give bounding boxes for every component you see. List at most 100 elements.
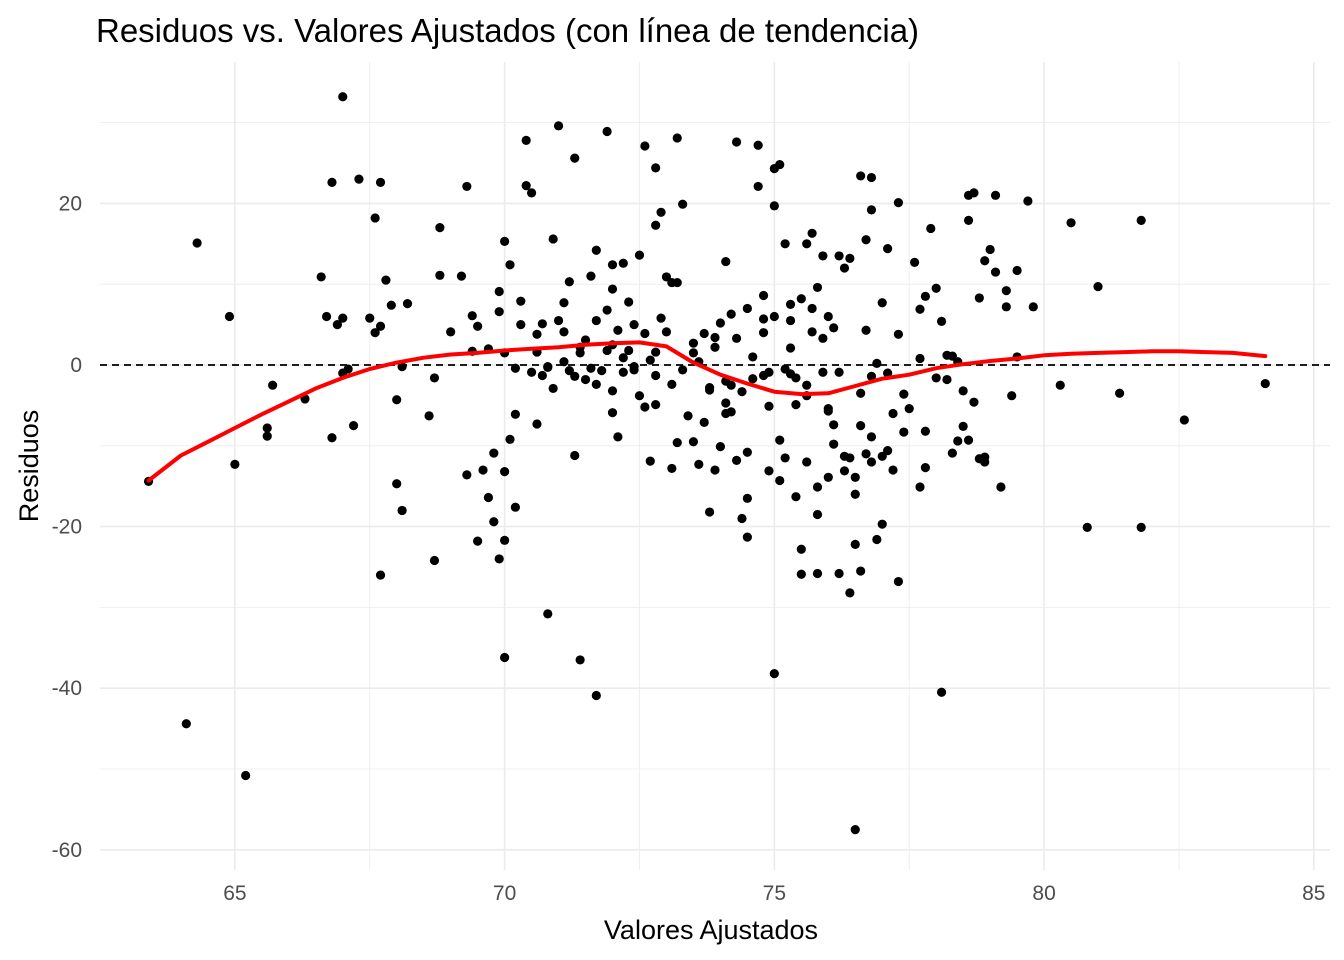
data-point-127 — [715, 442, 725, 452]
data-point-140 — [753, 181, 763, 192]
data-point-77 — [553, 121, 564, 131]
data-point-304 — [634, 391, 645, 401]
data-point-215 — [785, 315, 796, 326]
data-point-230 — [839, 451, 850, 461]
data-point-97 — [607, 386, 618, 396]
data-point-76 — [553, 315, 564, 326]
data-point-88 — [591, 245, 601, 255]
data-point-153 — [791, 492, 801, 502]
data-point-317 — [688, 437, 699, 447]
data-point-1 — [181, 719, 191, 729]
data-point-136 — [742, 493, 752, 503]
data-point-273 — [1136, 522, 1146, 533]
data-point-49 — [489, 448, 499, 458]
y-tick-label-1: 0 — [70, 354, 82, 377]
data-point-248 — [915, 304, 925, 314]
data-point-275 — [1260, 378, 1270, 389]
data-point-16 — [338, 92, 348, 102]
data-point-27 — [386, 300, 396, 310]
x-axis-title: Valores Ajustados — [604, 915, 818, 945]
data-point-217 — [796, 544, 806, 554]
data-point-283 — [661, 327, 672, 337]
data-point-246 — [888, 408, 898, 419]
data-point-154 — [791, 373, 801, 383]
data-point-278 — [543, 362, 553, 372]
data-point-296 — [742, 447, 752, 457]
x-tick-labels: 65 70 75 80 85 — [223, 882, 1325, 905]
data-point-255 — [958, 386, 968, 396]
data-point-118 — [672, 277, 682, 288]
data-point-305 — [651, 370, 661, 381]
data-point-268 — [1066, 218, 1076, 228]
data-point-19 — [354, 174, 364, 184]
data-point-5 — [241, 770, 251, 781]
data-point-34 — [429, 555, 440, 566]
grid-minor — [100, 62, 1330, 870]
data-point-282 — [640, 402, 650, 412]
data-point-145 — [769, 201, 779, 211]
data-point-172 — [850, 825, 860, 835]
data-point-249 — [920, 291, 930, 301]
data-point-131 — [731, 333, 742, 343]
data-point-160 — [812, 282, 823, 293]
data-point-44 — [473, 536, 483, 546]
data-point-93 — [602, 305, 612, 315]
data-point-62 — [516, 296, 526, 306]
data-point-314 — [607, 408, 618, 418]
data-point-188 — [910, 257, 920, 267]
data-point-216 — [791, 399, 801, 410]
data-point-139 — [753, 140, 763, 150]
data-point-81 — [570, 450, 580, 461]
data-point-108 — [645, 456, 655, 466]
data-point-100 — [618, 258, 628, 268]
data-point-113 — [656, 207, 666, 217]
y-tick-labels: 20 0 -20 -40 -60 — [52, 192, 82, 861]
data-point-262 — [990, 190, 1001, 200]
data-point-302 — [602, 345, 612, 356]
data-point-289 — [764, 401, 774, 411]
data-point-109 — [651, 347, 661, 357]
data-point-200 — [963, 435, 974, 445]
data-point-39 — [456, 271, 467, 281]
data-point-66 — [521, 135, 531, 145]
data-point-205 — [990, 267, 1001, 277]
data-point-87 — [586, 271, 596, 281]
data-point-253 — [947, 448, 957, 458]
data-point-148 — [775, 435, 785, 445]
data-point-32 — [402, 298, 413, 309]
data-point-56 — [505, 260, 515, 270]
data-point-177 — [866, 457, 877, 467]
data-point-226 — [823, 404, 833, 414]
y-tick-label-0: 20 — [59, 192, 82, 215]
data-point-287 — [726, 380, 736, 390]
data-point-290 — [629, 362, 639, 372]
data-point-187 — [904, 404, 914, 414]
data-point-309 — [737, 387, 747, 397]
data-point-218 — [796, 569, 806, 579]
data-point-242 — [872, 534, 882, 545]
data-point-106 — [640, 328, 650, 339]
data-point-98 — [613, 432, 623, 442]
data-point-184 — [893, 576, 904, 587]
data-point-251 — [936, 316, 947, 326]
data-point-21 — [370, 328, 380, 338]
data-point-10 — [316, 272, 326, 282]
data-point-141 — [758, 328, 769, 338]
data-point-101 — [618, 367, 628, 377]
y-tick-label-2: -20 — [52, 516, 82, 539]
data-point-156 — [802, 457, 812, 467]
data-point-161 — [818, 367, 828, 377]
data-point-78 — [559, 357, 569, 367]
data-point-126 — [715, 318, 725, 328]
data-point-2 — [192, 238, 202, 248]
data-point-280 — [580, 374, 591, 385]
data-point-128 — [721, 256, 731, 267]
data-point-83 — [575, 655, 585, 665]
data-point-204 — [985, 244, 995, 255]
data-point-286 — [710, 465, 720, 475]
data-point-247 — [893, 197, 904, 208]
data-point-214 — [785, 299, 796, 309]
data-point-6 — [262, 423, 272, 433]
data-point-233 — [850, 472, 860, 482]
